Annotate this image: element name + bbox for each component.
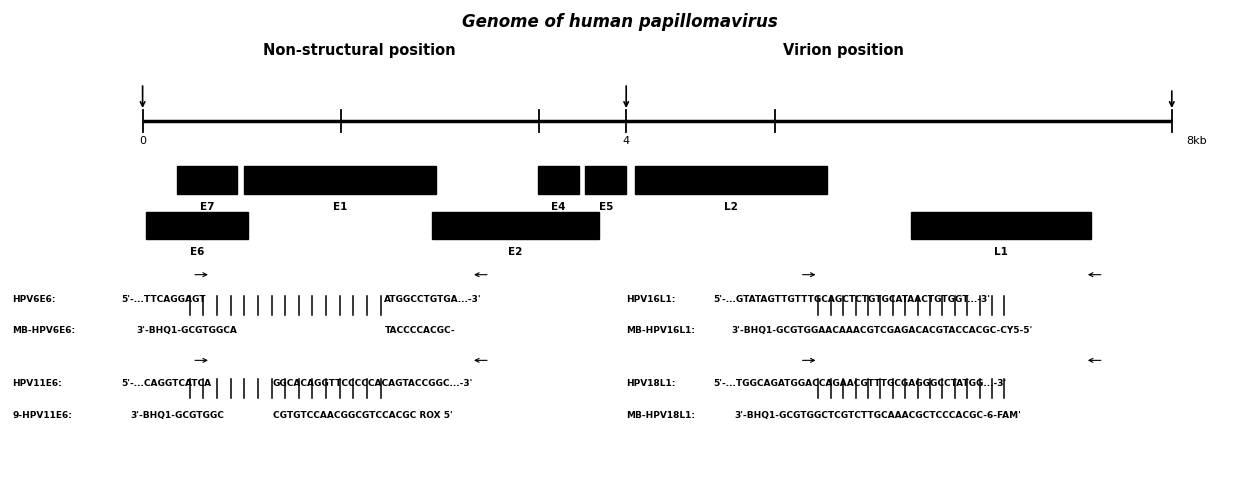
Text: HPV18L1:: HPV18L1:	[626, 379, 676, 388]
Text: 5'-...TGGCAGATGGACCAGAACGTTTGCGAGGGCCTATGG...-3': 5'-...TGGCAGATGGACCAGAACGTTTGCGAGGGCCTAT…	[713, 379, 1006, 388]
Bar	[585, 166, 626, 194]
Bar	[177, 166, 237, 194]
Text: ATGGCCTGTGA...-3': ATGGCCTGTGA...-3'	[384, 295, 482, 304]
Text: GGCACAGGTTCCCCCACAGTACCGGC...-3': GGCACAGGTTCCCCCACAGTACCGGC...-3'	[273, 379, 474, 388]
Bar	[244, 166, 436, 194]
Text: 8kb: 8kb	[1187, 136, 1208, 146]
Text: 0: 0	[139, 136, 146, 146]
Text: HPV6E6:: HPV6E6:	[12, 295, 56, 304]
Text: L2: L2	[724, 202, 738, 212]
Text: 5'-...GTATAGTTGTTTGCAGCTCTGTGCATAACTGTGGT...-3': 5'-...GTATAGTTGTTTGCAGCTCTGTGCATAACTGTGG…	[713, 295, 990, 304]
Text: 3'-BHQ1-GCGTGGCTCGTCTTGCAAACGCTCCCACGC-6-FAM': 3'-BHQ1-GCGTGGCTCGTCTTGCAAACGCTCCCACGC-6…	[734, 411, 1021, 420]
Text: MB-HPV6E6:: MB-HPV6E6:	[12, 326, 76, 335]
Text: E1: E1	[334, 202, 347, 212]
Text: 4: 4	[622, 136, 630, 146]
Bar	[635, 166, 827, 194]
Text: E5: E5	[599, 202, 613, 212]
Text: 3'-BHQ1-GCGTGGCA: 3'-BHQ1-GCGTGGCA	[136, 326, 237, 335]
Text: 5'-...TTCAGGAGT: 5'-...TTCAGGAGT	[122, 295, 206, 304]
Bar	[432, 212, 599, 239]
Text: E4: E4	[552, 202, 565, 212]
Text: MB-HPV16L1:: MB-HPV16L1:	[626, 326, 696, 335]
Text: HPV16L1:: HPV16L1:	[626, 295, 676, 304]
Text: MB-HPV18L1:: MB-HPV18L1:	[626, 411, 696, 420]
Text: 5'-...CAGGTCATCA: 5'-...CAGGTCATCA	[122, 379, 212, 388]
Text: E7: E7	[200, 202, 215, 212]
Text: Genome of human papillomavirus: Genome of human papillomavirus	[463, 13, 777, 31]
Text: Virion position: Virion position	[782, 43, 904, 58]
Text: 3'-BHQ1-GCGTGGAACAAACGTCGAGACACGTACCACGC-CY5-5': 3'-BHQ1-GCGTGGAACAAACGTCGAGACACGTACCACGC…	[732, 326, 1033, 335]
Text: HPV11E6:: HPV11E6:	[12, 379, 62, 388]
Text: TACCCCACGC-: TACCCCACGC-	[384, 326, 455, 335]
Text: 9-HPV11E6:: 9-HPV11E6:	[12, 411, 72, 420]
Bar	[146, 212, 248, 239]
Text: E6: E6	[190, 247, 205, 257]
Bar	[538, 166, 579, 194]
Text: L1: L1	[994, 247, 1008, 257]
Bar	[911, 212, 1091, 239]
Text: CGTGTCCAACGGCGTCCACGC ROX 5': CGTGTCCAACGGCGTCCACGC ROX 5'	[273, 411, 453, 420]
Text: Non-structural position: Non-structural position	[263, 43, 456, 58]
Text: 3'-BHQ1-GCGTGGC: 3'-BHQ1-GCGTGGC	[130, 411, 224, 420]
Text: E2: E2	[508, 247, 522, 257]
